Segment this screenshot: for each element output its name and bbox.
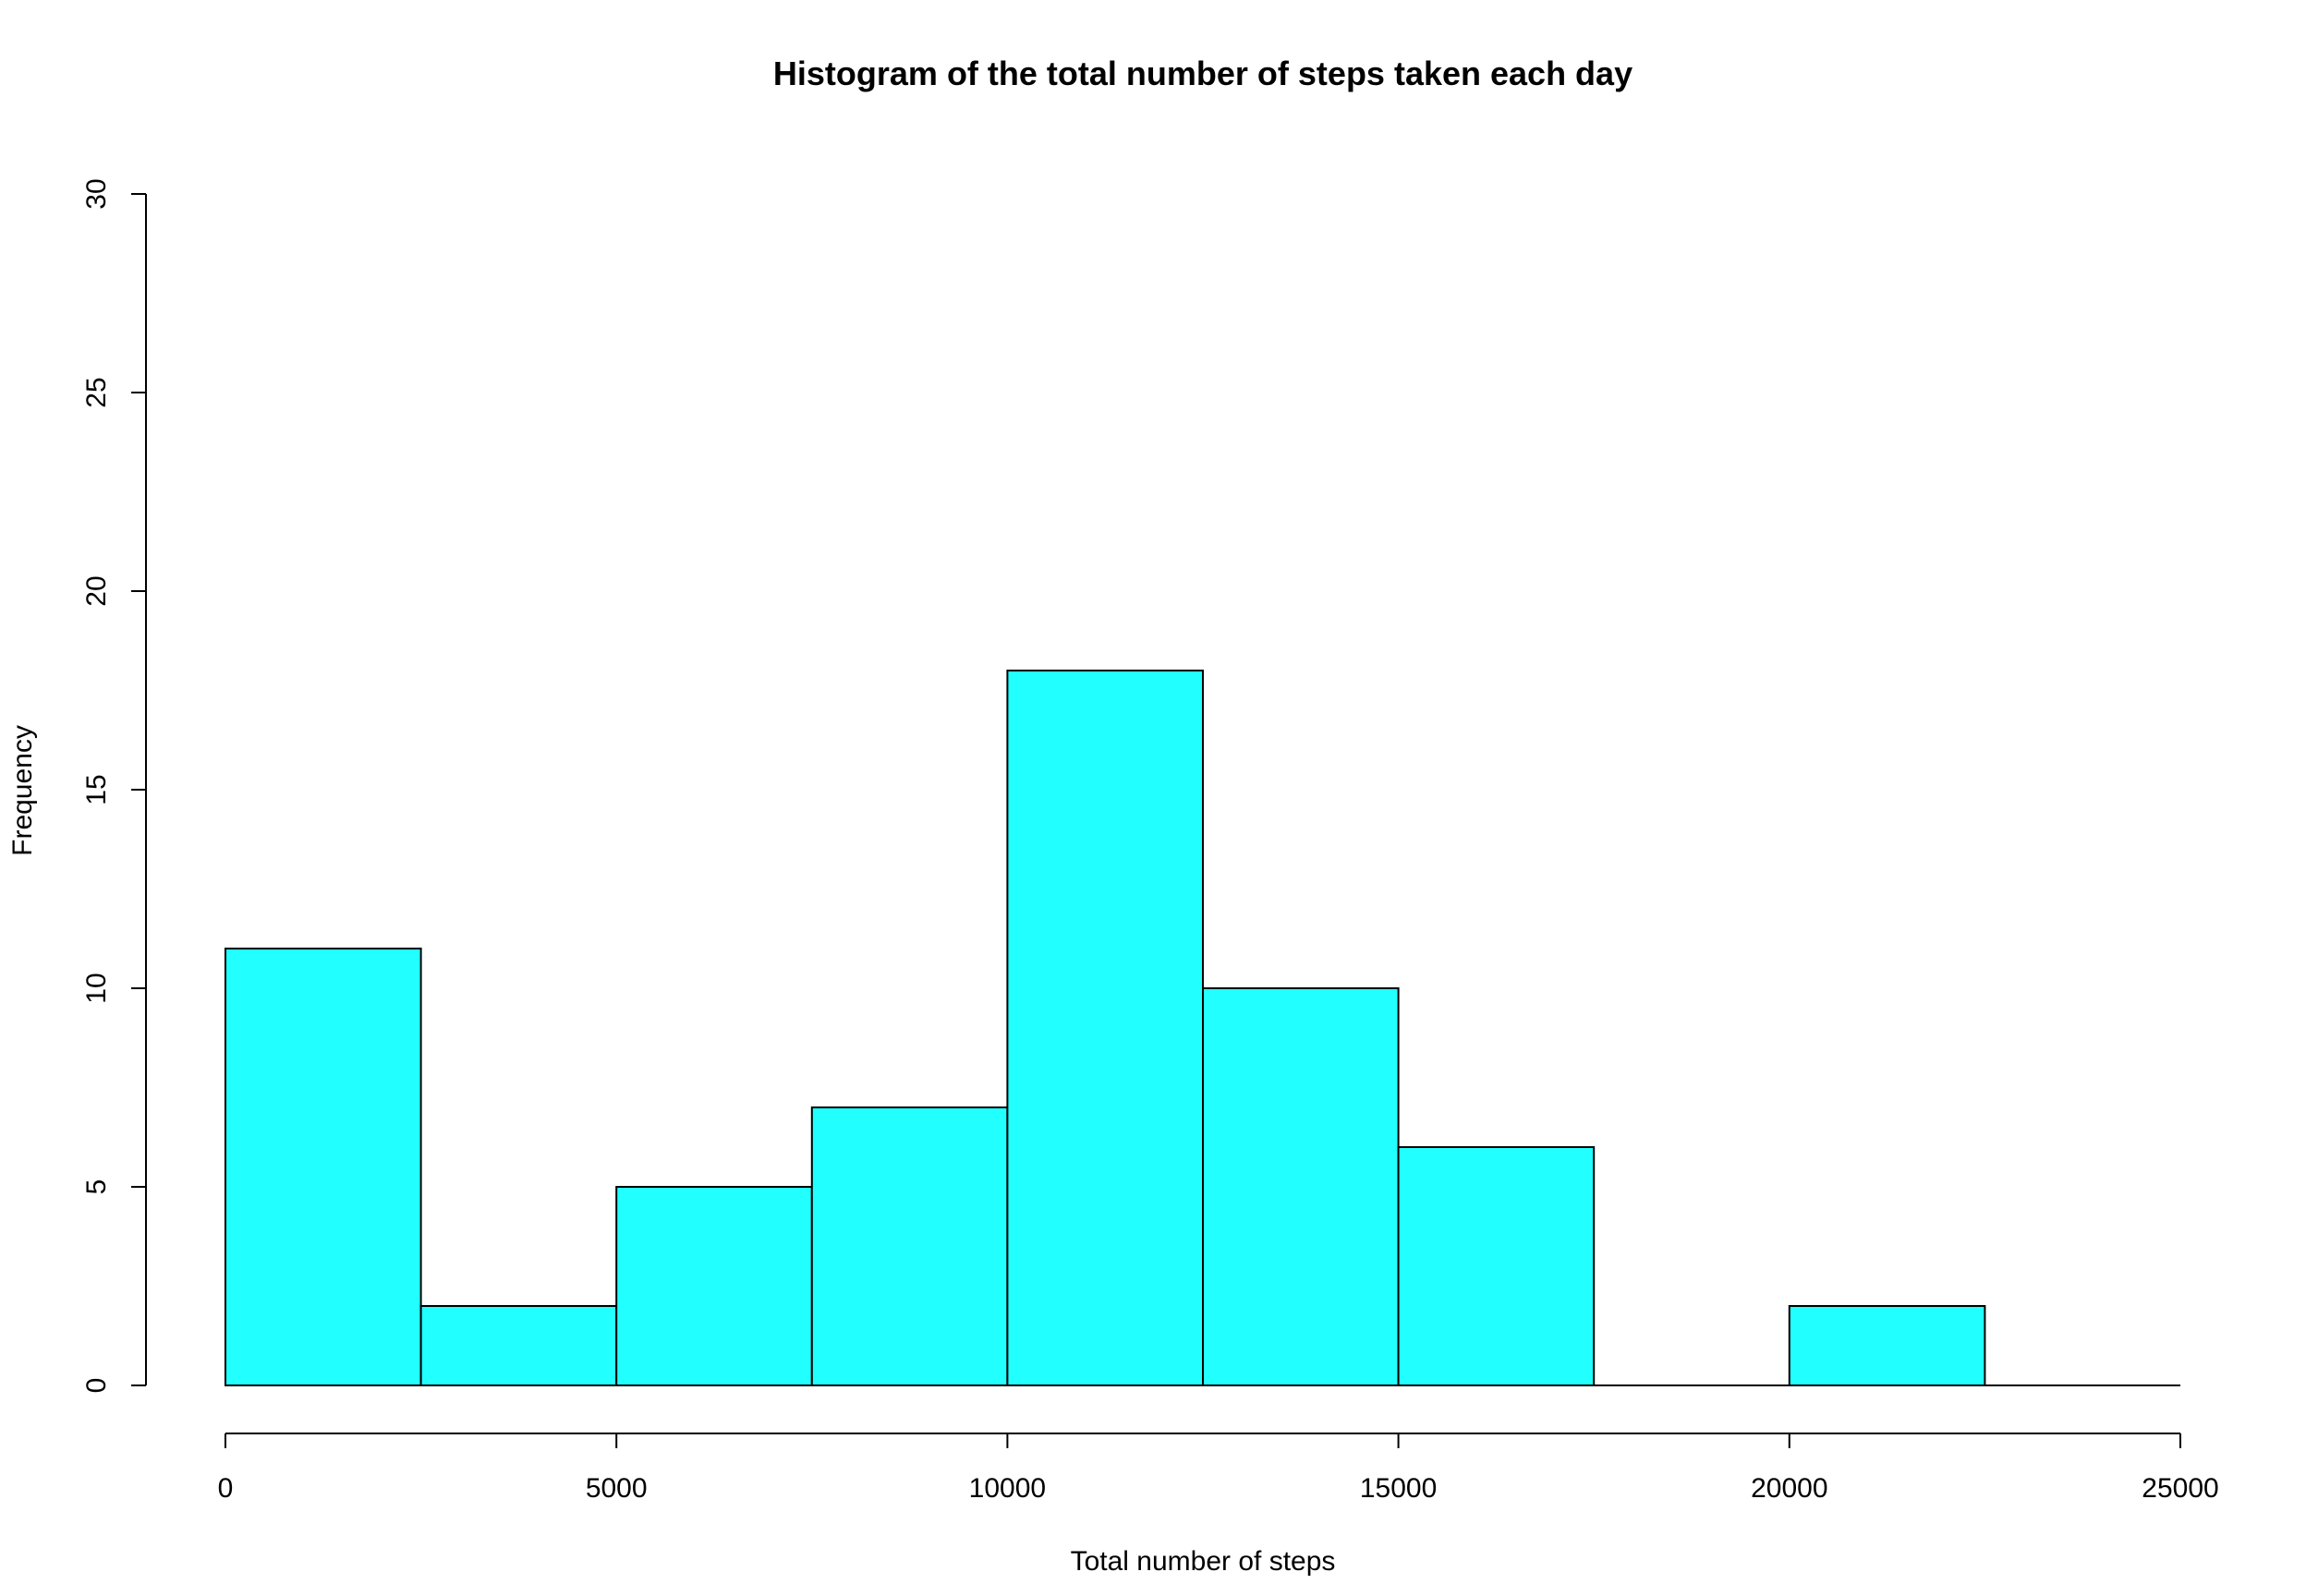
chart-title: Histogram of the total number of steps t… — [773, 54, 1632, 92]
x-tick-label: 10000 — [969, 1473, 1046, 1504]
y-axis: 0 5 10 15 20 25 30 — [81, 178, 147, 1394]
histogram-bar — [419, 1305, 618, 1386]
y-tick-label: 0 — [81, 1378, 112, 1394]
histogram-bar — [225, 948, 422, 1386]
histogram-bar — [615, 1186, 813, 1386]
histogram-bar — [1397, 1146, 1596, 1386]
y-tick-label: 5 — [81, 1179, 112, 1195]
y-tick-label: 10 — [81, 973, 112, 1003]
bars-group — [225, 670, 1986, 1386]
x-axis-label: Total number of steps — [1071, 1546, 1336, 1577]
x-tick-label: 25000 — [2142, 1473, 2218, 1504]
x-tick-label: 20000 — [1751, 1473, 1827, 1504]
y-tick-label: 30 — [81, 178, 112, 209]
x-tick-label: 15000 — [1360, 1473, 1437, 1504]
y-tick-label: 20 — [81, 575, 112, 606]
x-tick-label: 0 — [218, 1473, 234, 1504]
y-tick-label: 25 — [81, 377, 112, 407]
histogram-bar — [810, 1106, 1009, 1386]
histogram-bar — [1202, 987, 1400, 1386]
x-axis: 0 5000 10000 15000 20000 25000 — [218, 1433, 2219, 1504]
y-tick-label: 15 — [81, 774, 112, 804]
histogram-bar — [1788, 1305, 1986, 1386]
x-tick-label: 5000 — [586, 1473, 648, 1504]
y-axis-label: Frequency — [7, 725, 38, 856]
histogram-bar — [1006, 670, 1205, 1386]
